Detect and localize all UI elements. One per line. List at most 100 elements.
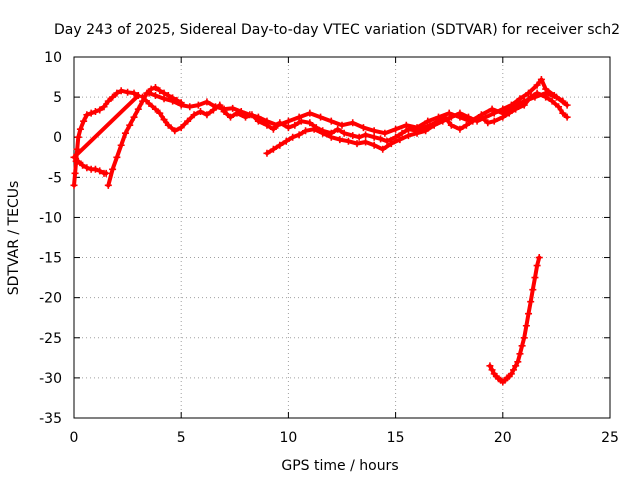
x-tick-label: 0 <box>70 430 79 446</box>
data-point <box>381 129 389 137</box>
data-point <box>289 133 297 141</box>
data-point <box>518 342 526 350</box>
data-point <box>263 117 271 125</box>
data-point <box>338 121 346 129</box>
data-point <box>473 117 481 125</box>
data-point <box>383 137 391 145</box>
data-point <box>229 104 237 112</box>
data-point <box>126 121 134 129</box>
x-tick-label: 25 <box>601 430 619 446</box>
data-point <box>177 101 185 109</box>
y-axis-label: SDTVAR / TECUs <box>6 181 22 296</box>
data-point <box>74 157 82 165</box>
data-point <box>284 117 292 125</box>
data-point <box>456 125 464 133</box>
data-point <box>559 97 567 105</box>
data-point <box>124 88 132 96</box>
x-tick-label: 5 <box>177 430 186 446</box>
data-point <box>284 124 292 132</box>
data-point <box>336 136 344 144</box>
data-point <box>563 101 571 109</box>
data-point <box>402 121 410 129</box>
data-point <box>548 97 556 105</box>
data-point <box>535 254 543 262</box>
data-point <box>359 124 367 132</box>
data-point <box>310 125 318 133</box>
data-point <box>151 83 159 91</box>
data-point <box>76 125 84 133</box>
data-point <box>302 127 310 135</box>
data-point <box>413 129 421 137</box>
x-tick-label: 10 <box>279 430 297 446</box>
data-point <box>100 103 108 111</box>
data-point <box>96 106 104 114</box>
data-point <box>117 87 125 95</box>
y-tick-label: -30 <box>39 371 62 387</box>
data-point <box>246 111 254 119</box>
data-point <box>484 119 492 127</box>
data-point <box>527 298 535 306</box>
data-point <box>80 117 88 125</box>
data-point <box>151 92 159 100</box>
axis-ticks: 0 5 10 15 20 25 -35 -30 -25 -20 -15 -10 -5 0 5 10 <box>39 50 619 446</box>
series-late-dip <box>486 254 543 386</box>
series-line <box>265 77 565 156</box>
data-point <box>96 167 104 175</box>
data-point <box>327 117 335 125</box>
data-point <box>319 129 327 137</box>
data-point <box>169 97 177 105</box>
data-point <box>422 127 430 135</box>
data-point <box>276 141 284 149</box>
data-point <box>134 105 142 113</box>
data-point <box>171 127 179 135</box>
data-point <box>282 137 290 145</box>
data-point <box>109 165 117 173</box>
data-point <box>559 109 567 117</box>
data-point <box>79 161 87 169</box>
data-point <box>434 113 442 121</box>
data-point <box>160 95 168 103</box>
data-point <box>160 116 168 124</box>
y-tick-label: -25 <box>39 331 62 347</box>
data-point <box>102 169 110 177</box>
data-point <box>525 89 533 97</box>
data-point <box>370 141 378 149</box>
data-point <box>139 93 147 101</box>
data-point <box>83 164 91 172</box>
data-point <box>392 125 400 133</box>
data-point <box>531 93 539 101</box>
data-point <box>555 103 563 111</box>
data-point <box>520 97 528 105</box>
data-point <box>404 132 412 140</box>
data-point <box>507 101 515 109</box>
data-series <box>70 75 571 386</box>
data-point <box>151 105 159 113</box>
data-point <box>306 109 314 117</box>
data-point <box>263 149 271 157</box>
data-point <box>353 140 361 148</box>
data-point <box>520 334 528 342</box>
data-point <box>462 121 470 129</box>
data-point <box>186 103 194 111</box>
data-point <box>196 108 204 116</box>
data-point <box>362 138 370 146</box>
y-tick-label: 0 <box>53 130 62 146</box>
data-point <box>130 113 138 121</box>
data-point <box>71 169 79 177</box>
data-point <box>355 133 363 141</box>
y-tick-label: -5 <box>48 170 62 186</box>
data-point <box>533 262 541 270</box>
data-point <box>482 113 490 121</box>
data-point <box>134 92 142 100</box>
y-tick-label: -35 <box>39 411 62 427</box>
data-point <box>396 136 404 144</box>
data-point <box>295 131 303 139</box>
data-point <box>73 145 81 153</box>
data-point <box>113 89 121 97</box>
data-point <box>379 145 387 153</box>
data-point <box>145 100 153 108</box>
x-axis-label: GPS time / hours <box>281 458 398 474</box>
data-point <box>295 113 303 121</box>
data-point <box>439 117 447 125</box>
data-point <box>130 89 138 97</box>
